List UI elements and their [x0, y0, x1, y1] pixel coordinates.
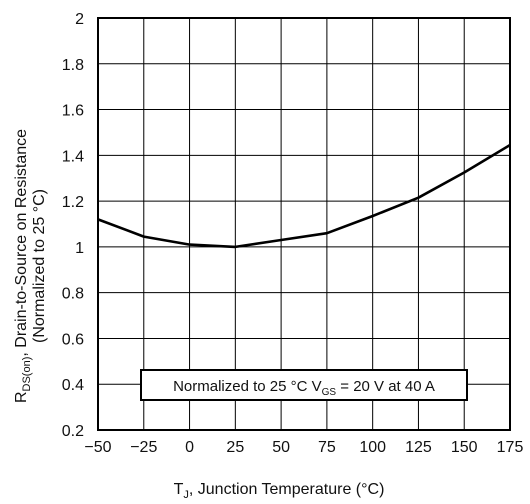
x-axis-label: TJ, Junction Temperature (°C) [174, 481, 385, 501]
y-axis-label-line2: (Normalized to 25 °C) [31, 189, 48, 343]
x-tick-label: 75 [318, 439, 336, 456]
y-tick-label: 1.2 [62, 194, 84, 211]
x-tick-label: −25 [130, 439, 157, 456]
x-axis-label-main: T [174, 481, 184, 498]
x-tick-label: 125 [405, 439, 432, 456]
y-tick-label: 0.4 [62, 377, 84, 394]
x-tick-label: 50 [272, 439, 290, 456]
y-axis-label-group: RDS(on), Drain-to-Source on Resistance (… [13, 129, 48, 403]
x-axis-label-rest: , Junction Temperature (°C) [189, 481, 385, 498]
series-layer [97, 143, 511, 249]
y-axis-label-main: R [13, 391, 30, 403]
x-tick-label: 150 [451, 439, 478, 456]
y-axis-label-sub: DS(on) [21, 357, 33, 392]
y-tick-label: 1.4 [62, 148, 84, 165]
y-tick-label: 2 [75, 11, 84, 28]
annotation-text: Normalized to 25 °C VGS = 20 V at 40 A [173, 378, 435, 398]
grid-layer [97, 17, 511, 431]
plot-frame [97, 17, 511, 431]
y-tick-label: 1.8 [62, 57, 84, 74]
annotation-box [140, 369, 468, 401]
annotation-suffix: = 20 V at 40 A [336, 378, 435, 395]
series-line [97, 143, 511, 249]
frame-layer [97, 17, 511, 431]
y-tick-label: 0.2 [62, 423, 84, 440]
x-tick-label: 175 [497, 439, 524, 456]
tick-label-layer: −50 −25 0 25 50 75 100 125 150 175 0.2 0.4 0.6 0.8 1 1.… [62, 11, 524, 456]
x-tick-label: −50 [84, 439, 111, 456]
x-axis-label-sub: J [183, 489, 189, 501]
y-tick-label: 0.8 [62, 286, 84, 303]
y-axis-label-line1: RDS(on), Drain-to-Source on Resistance [13, 129, 33, 403]
x-tick-label: 25 [226, 439, 244, 456]
x-tick-label: 100 [359, 439, 386, 456]
annotation-prefix: Normalized to 25 °C V [173, 378, 322, 395]
x-tick-label: 0 [185, 439, 194, 456]
y-tick-label: 1.6 [62, 103, 84, 120]
annotation-sub: GS [322, 387, 337, 398]
y-tick-label: 0.6 [62, 331, 84, 348]
y-axis-label-rest: , Drain-to-Source on Resistance [13, 129, 30, 357]
y-tick-label: 1 [75, 240, 84, 257]
annotation-layer: Normalized to 25 °C VGS = 20 V at 40 A [140, 369, 468, 401]
